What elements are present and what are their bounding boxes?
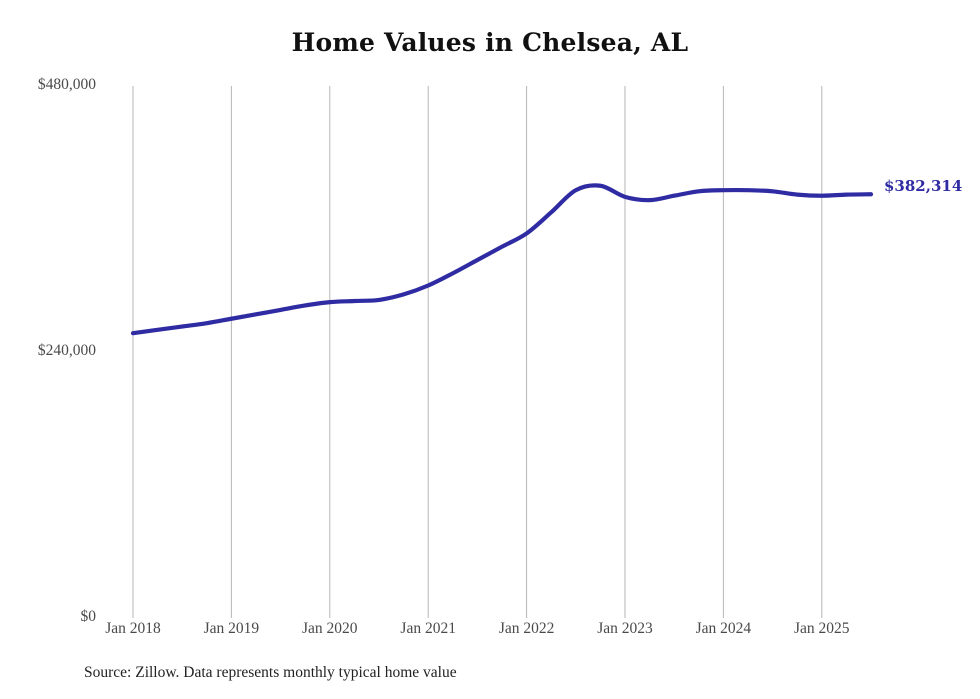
x-tick-label: Jan 2024 bbox=[695, 620, 752, 637]
x-tick-label: Jan 2021 bbox=[400, 620, 456, 637]
gridlines bbox=[132, 86, 823, 618]
series-end-value-label: $382,314 bbox=[884, 177, 963, 196]
series-line bbox=[130, 183, 874, 336]
series-line-group bbox=[130, 183, 874, 336]
y-tick-label: $480,000 bbox=[37, 76, 96, 93]
y-tick-label: $0 bbox=[80, 608, 97, 625]
x-tick-label: Jan 2019 bbox=[203, 620, 260, 637]
x-tick-label: Jan 2023 bbox=[597, 620, 653, 637]
source-note: Source: Zillow. Data represents monthly … bbox=[84, 664, 457, 681]
x-tick-label: Jan 2018 bbox=[105, 620, 161, 637]
x-tick-label: Jan 2020 bbox=[302, 620, 358, 637]
x-tick-label: Jan 2025 bbox=[794, 620, 850, 637]
y-tick-label: $240,000 bbox=[37, 342, 96, 359]
page-title: Home Values in Chelsea, AL bbox=[291, 28, 689, 57]
x-tick-label: Jan 2022 bbox=[498, 620, 555, 637]
